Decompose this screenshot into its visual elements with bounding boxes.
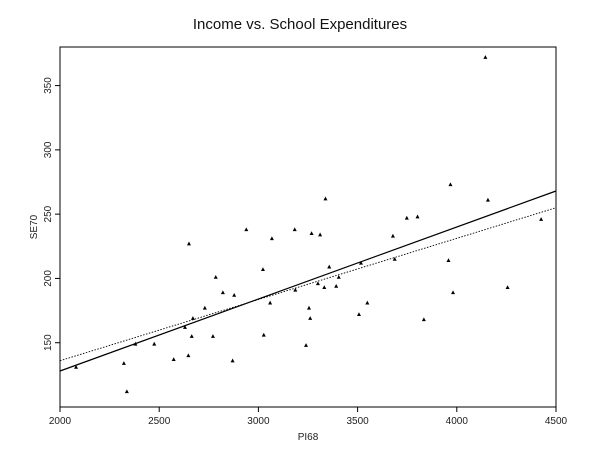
data-point — [356, 312, 361, 317]
y-axis-ticks: 150 200 250 300 350 — [43, 77, 60, 351]
chart-title: Income vs. School Expenditures — [192, 16, 408, 33]
data-point — [327, 264, 332, 269]
data-point — [334, 283, 339, 288]
data-point — [268, 300, 273, 305]
data-point — [220, 290, 225, 295]
y-tick-label: 150 — [43, 334, 54, 351]
data-point — [336, 274, 341, 279]
data-point — [451, 290, 456, 295]
y-tick-label: 200 — [43, 270, 54, 287]
fit-lines — [59, 190, 557, 372]
x-tick-label: 2000 — [49, 416, 72, 427]
data-point — [261, 332, 266, 337]
data-point — [392, 256, 397, 261]
data-point — [230, 358, 235, 363]
data-point — [448, 182, 453, 187]
data-point — [539, 217, 544, 221]
data-point — [309, 231, 314, 236]
data-point — [232, 292, 237, 297]
fit-line-solid — [59, 190, 557, 372]
data-point — [415, 214, 420, 219]
data-point — [390, 233, 395, 238]
data-point — [189, 334, 194, 338]
x-tick-label: 3500 — [346, 416, 369, 427]
data-point — [483, 55, 488, 59]
x-tick-label: 2500 — [148, 416, 171, 427]
data-point — [315, 281, 320, 286]
data-point — [210, 334, 215, 338]
data-point — [124, 389, 129, 394]
x-tick-label: 4500 — [545, 416, 568, 427]
data-point — [202, 305, 207, 310]
data-point — [171, 357, 176, 362]
data-point — [190, 316, 195, 320]
x-axis-label: PI68 — [298, 432, 319, 443]
data-point — [421, 317, 426, 322]
x-tick-label: 3000 — [247, 416, 270, 427]
data-point — [213, 274, 218, 279]
data-point — [121, 361, 126, 365]
data-point — [133, 341, 138, 346]
data-point — [74, 364, 79, 369]
data-point — [446, 258, 451, 263]
data-point — [269, 236, 274, 241]
y-tick-label: 350 — [43, 77, 54, 94]
data-point — [306, 305, 311, 310]
data-point — [485, 197, 490, 202]
x-tick-label: 4000 — [446, 416, 469, 427]
y-axis-label: SE70 — [29, 214, 40, 239]
data-point — [293, 287, 298, 292]
fit-line-dotted — [59, 207, 557, 362]
data-point — [404, 215, 409, 220]
y-tick-label: 300 — [43, 141, 54, 158]
data-point — [318, 232, 323, 237]
data-point — [186, 353, 191, 358]
data-point — [365, 300, 370, 305]
data-point — [308, 316, 313, 320]
data-point — [505, 285, 510, 290]
plot-frame — [59, 46, 557, 408]
data-point — [323, 196, 328, 201]
data-point — [292, 227, 297, 232]
data-point — [358, 260, 363, 265]
data-point — [186, 241, 191, 246]
y-tick-label: 250 — [43, 205, 54, 222]
data-point — [304, 343, 309, 347]
data-point — [244, 227, 249, 232]
data-point — [152, 341, 157, 346]
data-points — [74, 55, 544, 394]
data-point — [260, 267, 265, 272]
data-point — [182, 325, 187, 329]
x-axis-ticks: 2000 2500 3000 3500 4000 4500 — [49, 407, 568, 427]
data-point — [322, 285, 327, 290]
